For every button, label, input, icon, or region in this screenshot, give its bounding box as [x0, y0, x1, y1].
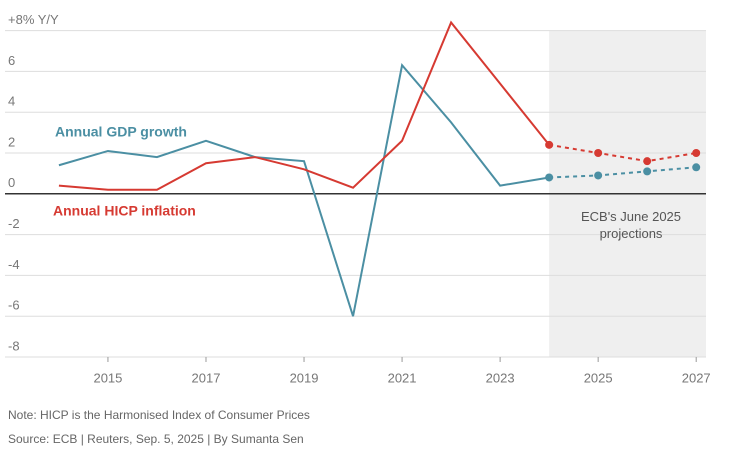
- projection-point: [692, 149, 701, 157]
- y-tick-label: 0: [8, 175, 15, 190]
- note: Note: HICP is the Harmonised Index of Co…: [8, 408, 310, 422]
- projection-point: [545, 173, 554, 182]
- x-tick-label: 2023: [486, 370, 515, 385]
- projection-point: [545, 140, 554, 149]
- y-tick-label: -2: [8, 216, 20, 231]
- x-tick-label: 2027: [682, 370, 711, 385]
- source: Source: ECB | Reuters, Sep. 5, 2025 | By…: [8, 432, 304, 446]
- projection-point: [643, 167, 652, 176]
- series-label: Annual GDP growth: [55, 124, 187, 140]
- y-tick-label: 2: [8, 134, 15, 149]
- y-tick-label: -4: [8, 257, 20, 272]
- series-line: [58, 20, 550, 191]
- projection-point: [643, 157, 652, 166]
- series-label: Annual HICP inflation: [53, 203, 196, 219]
- y-tick-label: -6: [8, 298, 20, 313]
- projection-point: [692, 163, 701, 172]
- chart: +8% Y/Y 6 4 2 0 -2 -4 -6 -8 2015 2017 2019 2021 2023 2…: [5, 12, 711, 385]
- y-tick-label: 6: [8, 53, 15, 68]
- y-tick-label: -8: [8, 338, 20, 353]
- x-tick-label: 2025: [584, 370, 613, 385]
- series-line: [58, 63, 550, 317]
- projection-annotation: ECB's June 2025 projections: [580, 209, 682, 241]
- x-tick-label: 2015: [93, 370, 122, 385]
- y-tick-label: 4: [8, 94, 15, 109]
- x-tick-label: 2017: [192, 370, 221, 385]
- y-tick-label: +8% Y/Y: [8, 12, 59, 27]
- projection-line: [548, 143, 697, 163]
- x-tick-label: 2019: [290, 370, 319, 385]
- projection-point: [594, 171, 603, 180]
- projection-point: [594, 149, 603, 157]
- x-tick-label: 2021: [388, 370, 417, 385]
- projection-line: [549, 166, 697, 179]
